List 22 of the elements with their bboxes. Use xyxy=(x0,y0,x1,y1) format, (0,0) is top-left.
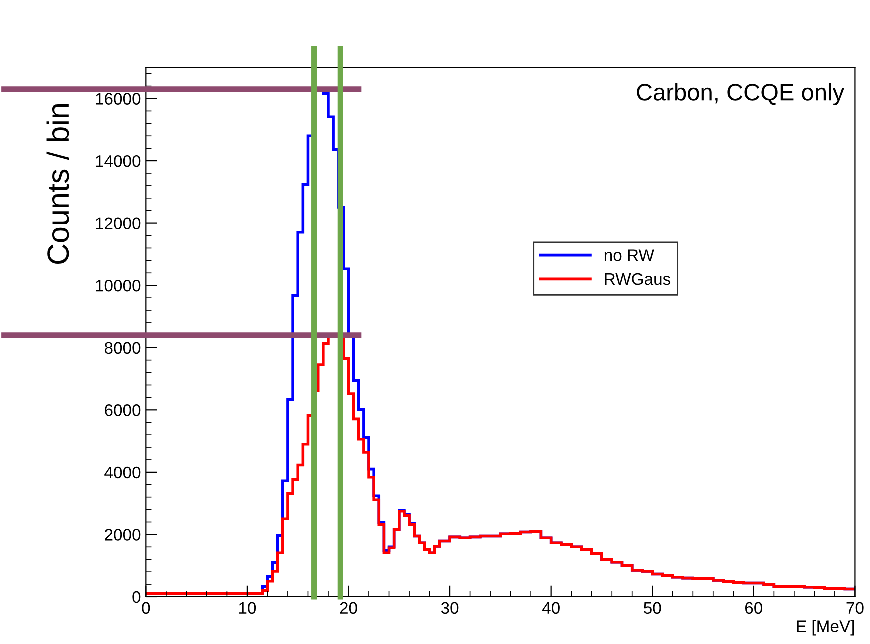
x-axis-title: E [MeV] xyxy=(797,620,854,636)
legend-label: RWGaus xyxy=(605,273,671,286)
x-tick-label: 60 xyxy=(745,602,763,614)
x-tick-label: 20 xyxy=(340,602,358,614)
x-tick-label: 40 xyxy=(542,602,560,614)
y-tick-label: 12000 xyxy=(96,218,141,230)
y-axis-title: Counts / bin xyxy=(46,104,70,264)
y-tick-label: 6000 xyxy=(105,404,141,416)
legend-label: no RW xyxy=(604,250,654,262)
y-tick-label: 14000 xyxy=(96,155,141,168)
x-tick-label: 50 xyxy=(644,602,662,614)
y-tick-label: 16000 xyxy=(96,93,141,105)
y-tick-label: 10000 xyxy=(96,280,141,292)
x-tick-label: 70 xyxy=(846,602,864,614)
x-tick-label: 30 xyxy=(441,602,459,614)
y-tick-label: 2000 xyxy=(105,529,141,541)
x-tick-label: 10 xyxy=(239,602,256,614)
y-tick-label: 8000 xyxy=(104,342,141,354)
annotation: Carbon, CCQE only xyxy=(637,84,845,106)
y-tick-label: 4000 xyxy=(104,466,141,479)
y-tick-label: 0 xyxy=(132,591,141,604)
x-tick-label: 0 xyxy=(142,602,150,614)
